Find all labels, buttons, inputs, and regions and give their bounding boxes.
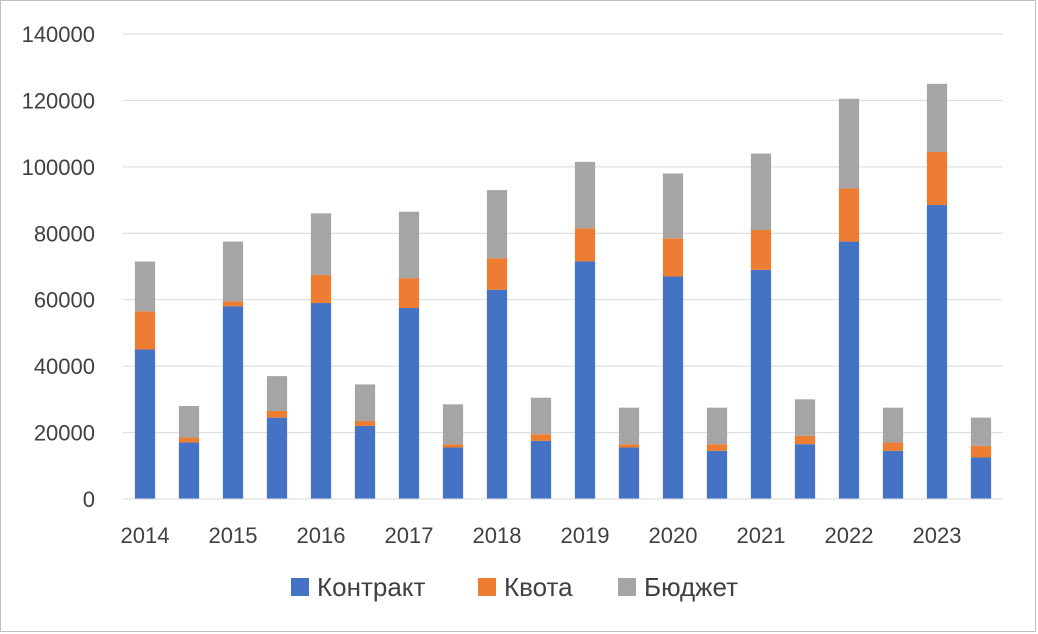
x-tick-label: 2020 — [649, 523, 698, 548]
legend-swatch — [291, 578, 309, 596]
bar-segment-1-3 — [266, 410, 288, 418]
bar-segment-0-7 — [442, 447, 464, 499]
bar-segment-1-1 — [178, 437, 200, 443]
bar-segment-1-8 — [486, 258, 508, 290]
legend-label: Бюджет — [644, 572, 738, 602]
legend-label: Квота — [504, 572, 573, 602]
y-tick-label: 100000 — [22, 155, 95, 180]
bar-segment-2-5 — [354, 384, 376, 421]
y-tick-label: 140000 — [22, 22, 95, 47]
bar-segment-0-19 — [970, 457, 992, 499]
bar-segment-2-17 — [882, 407, 904, 443]
bar-segment-2-16 — [838, 98, 860, 189]
bar-segment-0-16 — [838, 241, 860, 499]
bar-segment-2-4 — [310, 213, 332, 275]
bar-segment-0-9 — [530, 440, 552, 500]
y-tick-label: 0 — [83, 487, 95, 512]
bar-segment-1-2 — [222, 301, 244, 307]
y-axis-labels: 0 20000 40000 60000 80000 100000 120000 140000 — [22, 22, 95, 512]
bar-segment-1-6 — [398, 278, 420, 309]
bar-segment-2-3 — [266, 376, 288, 411]
bar-segment-1-13 — [706, 444, 728, 451]
bar-segment-0-17 — [882, 450, 904, 499]
bar-segment-0-12 — [662, 276, 684, 499]
bar-segment-0-1 — [178, 442, 200, 499]
y-tick-label: 20000 — [34, 421, 95, 446]
bar-segment-1-19 — [970, 445, 992, 458]
x-tick-label: 2014 — [121, 523, 170, 548]
gridlines — [123, 33, 1003, 434]
x-tick-label: 2015 — [209, 523, 258, 548]
bar-segment-2-0 — [134, 261, 156, 312]
x-axis: 2014 2015 2016 2017 2018 2019 2020 2021 2022 2023 — [121, 498, 1003, 548]
bar-segment-1-15 — [794, 435, 816, 445]
x-tick-label: 2021 — [737, 523, 786, 548]
bar-segment-1-5 — [354, 420, 376, 426]
bar-segment-1-17 — [882, 442, 904, 451]
bars — [134, 83, 992, 500]
bar-segment-1-11 — [618, 444, 640, 448]
bar-segment-0-14 — [750, 269, 772, 499]
bar-segment-2-10 — [574, 161, 596, 229]
bar-segment-1-0 — [134, 311, 156, 350]
x-tick-label: 2023 — [913, 523, 962, 548]
bar-segment-2-1 — [178, 406, 200, 438]
bar-segment-0-10 — [574, 261, 596, 499]
bar-segment-2-13 — [706, 407, 728, 445]
bar-segment-1-12 — [662, 238, 684, 277]
bar-segment-2-18 — [926, 83, 948, 152]
bar-segment-2-19 — [970, 417, 992, 446]
bar-segment-0-13 — [706, 450, 728, 499]
bar-segment-0-11 — [618, 447, 640, 499]
bar-segment-1-18 — [926, 151, 948, 206]
bar-segment-1-9 — [530, 434, 552, 441]
legend: Контракт Квота Бюджет — [291, 572, 738, 602]
bar-segment-0-2 — [222, 306, 244, 499]
bar-segment-0-5 — [354, 425, 376, 499]
bar-segment-0-4 — [310, 303, 332, 499]
bar-segment-1-14 — [750, 229, 772, 270]
bar-segment-2-7 — [442, 404, 464, 445]
bar-segment-1-4 — [310, 274, 332, 304]
bar-segment-2-6 — [398, 211, 420, 279]
y-tick-label: 120000 — [22, 88, 95, 113]
bar-segment-0-3 — [266, 417, 288, 500]
y-tick-label: 40000 — [34, 354, 95, 379]
bar-segment-2-11 — [618, 407, 640, 445]
legend-swatch — [618, 578, 636, 596]
y-tick-label: 80000 — [34, 221, 95, 246]
y-tick-label: 60000 — [34, 288, 95, 313]
bar-segment-1-10 — [574, 228, 596, 262]
bar-segment-0-0 — [134, 349, 156, 499]
bar-segment-2-12 — [662, 173, 684, 239]
x-tick-label: 2022 — [825, 523, 874, 548]
bar-segment-1-16 — [838, 188, 860, 242]
bar-segment-2-15 — [794, 399, 816, 436]
bar-segment-2-2 — [222, 241, 244, 302]
bar-segment-0-6 — [398, 308, 420, 499]
legend-swatch — [478, 578, 496, 596]
bar-segment-2-14 — [750, 153, 772, 230]
bar-segment-2-8 — [486, 190, 508, 259]
bar-segment-0-18 — [926, 205, 948, 500]
bar-segment-0-8 — [486, 289, 508, 499]
bar-segment-2-9 — [530, 397, 552, 435]
bar-segment-0-15 — [794, 444, 816, 499]
legend-label: Контракт — [317, 572, 425, 602]
x-tick-label: 2018 — [473, 523, 522, 548]
x-tick-label: 2017 — [385, 523, 434, 548]
x-tick-label: 2016 — [297, 523, 346, 548]
x-tick-label: 2019 — [561, 523, 610, 548]
bar-segment-1-7 — [442, 444, 464, 448]
